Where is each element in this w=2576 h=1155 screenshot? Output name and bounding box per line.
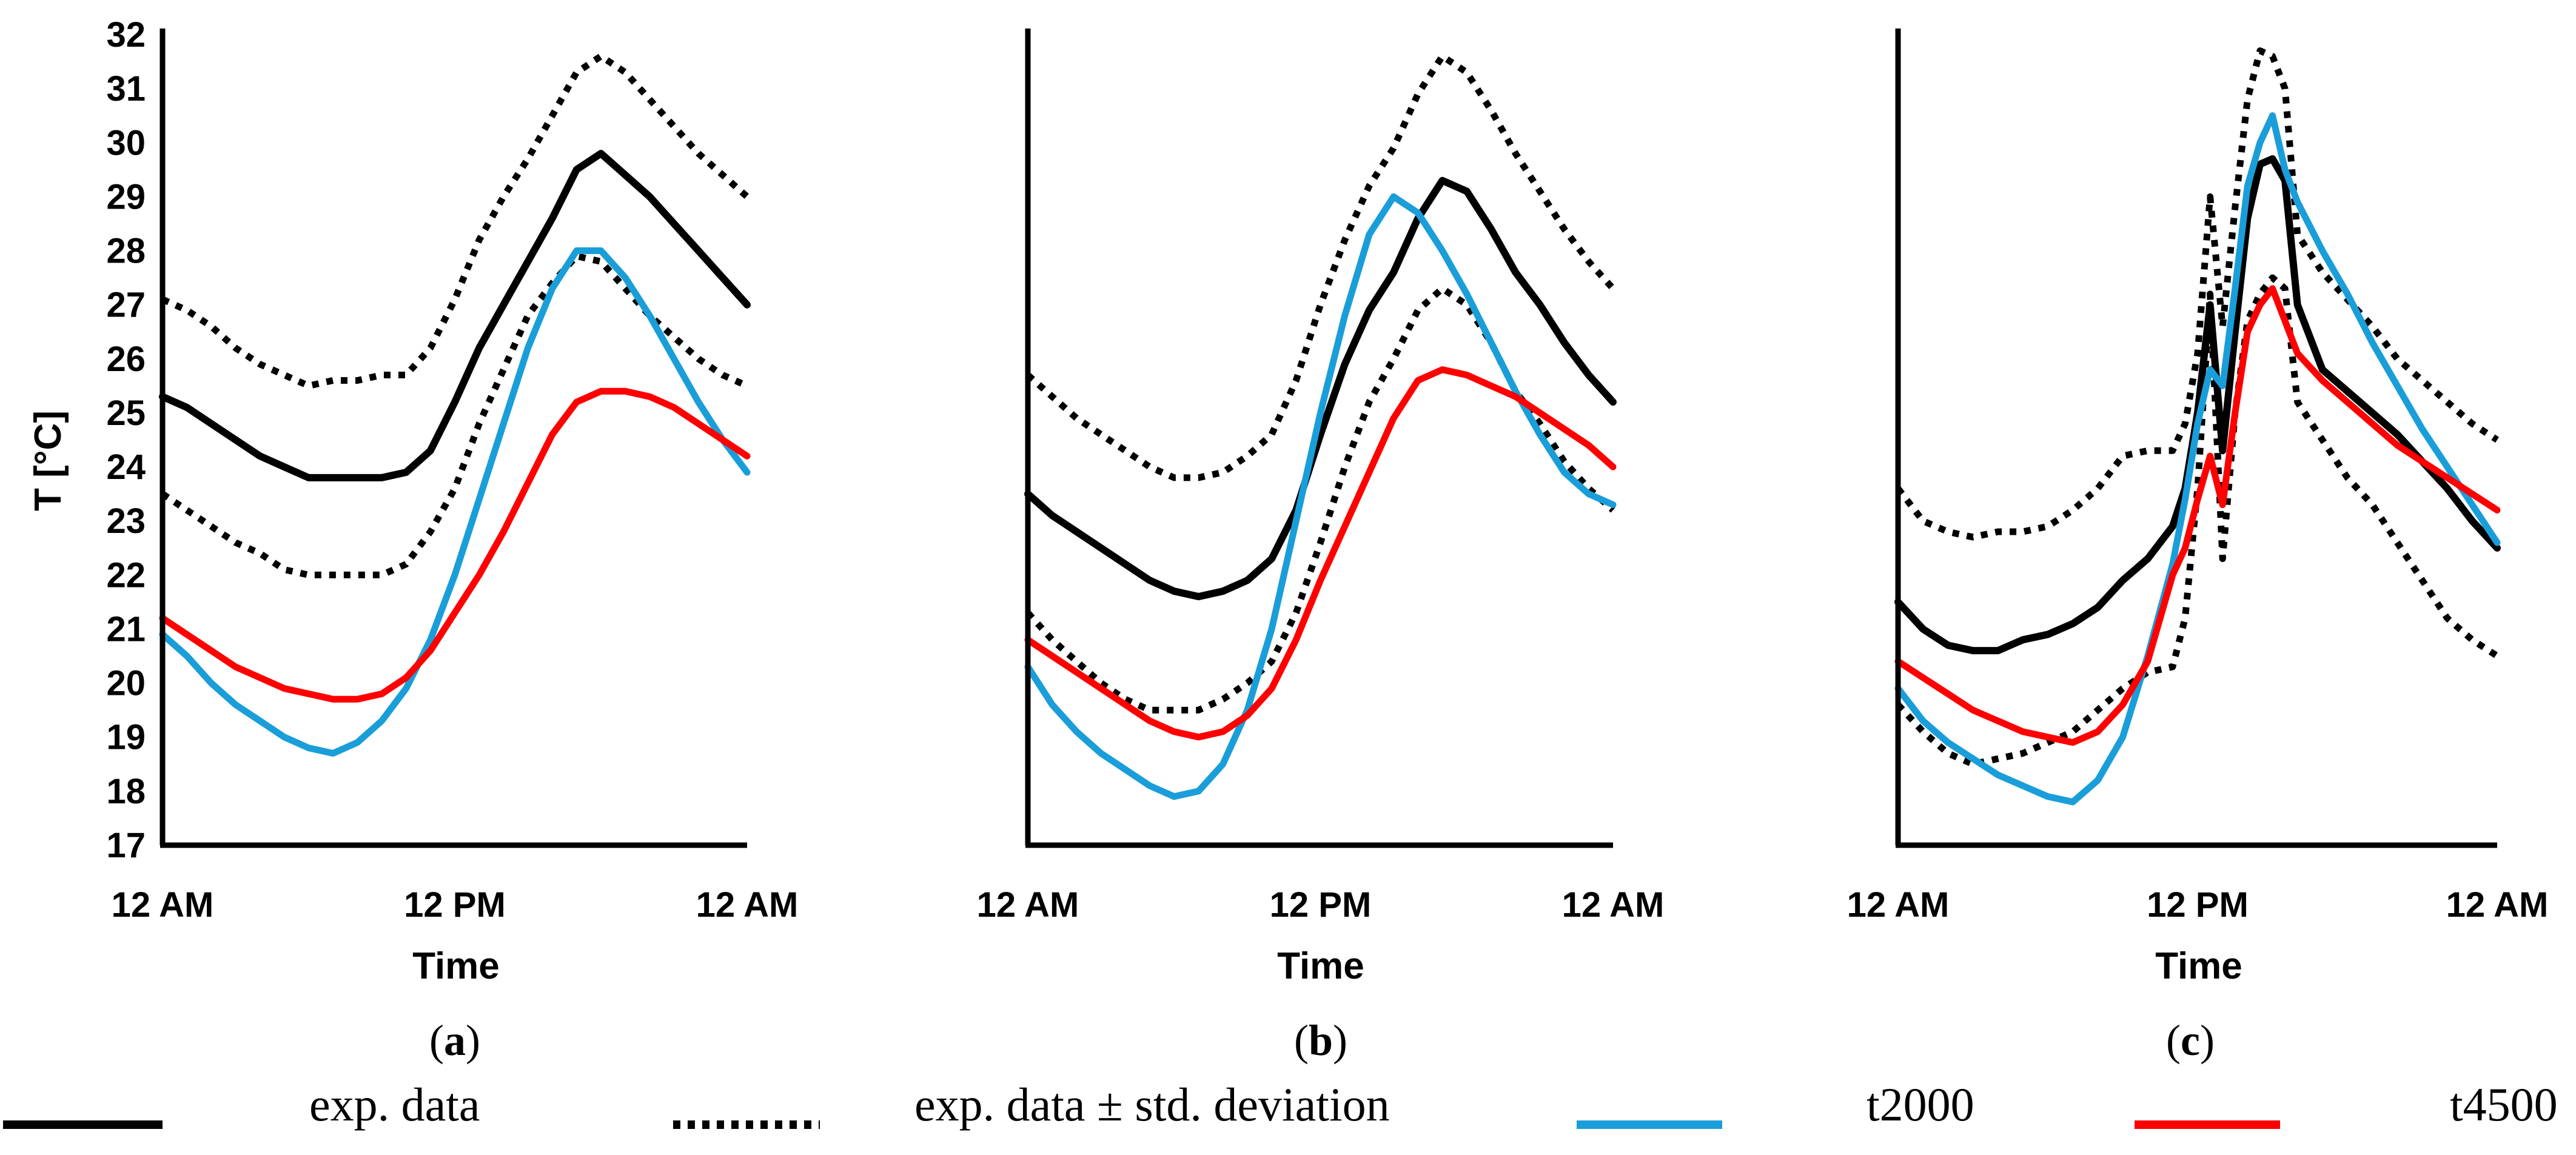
axes xyxy=(159,28,747,848)
panel-c: 12 AM 12 PM 12 AM Time (c) xyxy=(1847,28,2549,1065)
series-line-t4500 xyxy=(1024,366,1617,741)
y-tick-label: 24 xyxy=(106,447,146,487)
y-tick-label: 32 xyxy=(106,15,146,55)
x-tick-label: 12 AM xyxy=(1847,885,1950,925)
panel-b: 12 AM 12 PM 12 AM Time (b) xyxy=(977,28,1665,1065)
axes xyxy=(1895,28,2497,848)
series-line-exp-data-std-deviation xyxy=(1025,285,1615,714)
y-tick-label: 30 xyxy=(106,123,146,162)
y-tick-label: 29 xyxy=(106,177,146,216)
series-line-t4500 xyxy=(159,387,751,703)
x-axis-title: Time xyxy=(412,945,500,987)
y-tick-label: 23 xyxy=(106,501,146,541)
series-line-t2000 xyxy=(159,247,751,757)
y-tick-label: 17 xyxy=(106,826,146,865)
plot-area xyxy=(1894,47,2501,806)
y-tick-label: 18 xyxy=(106,772,146,811)
y-axis-title: T [°C] xyxy=(27,410,69,511)
series-line-t2000 xyxy=(1894,112,2501,806)
plot-area xyxy=(1024,53,1617,800)
x-tick-label: 12 AM xyxy=(1562,885,1665,925)
y-tick-label: 26 xyxy=(106,340,146,379)
series-line-exp-data-std-deviation xyxy=(160,252,749,578)
series-line-exp-data xyxy=(1024,176,1617,600)
panel-label-c: (c) xyxy=(2166,1016,2215,1065)
y-tick-label: 22 xyxy=(106,555,146,595)
plot-area xyxy=(159,53,751,757)
axes xyxy=(1025,28,1613,848)
x-tick-label: 12 AM xyxy=(696,885,799,925)
series-line-exp-data xyxy=(159,150,751,481)
series-line-exp-data-std-deviation xyxy=(1895,274,2499,768)
x-tick-label: 12 PM xyxy=(2147,885,2249,925)
series-line-exp-data-std-deviation xyxy=(1025,53,1616,481)
y-tick-label: 27 xyxy=(106,286,146,325)
y-tick-label: 25 xyxy=(106,393,146,433)
y-tick-label: 28 xyxy=(106,232,146,271)
x-tick-labels: 12 AM 12 PM 12 AM xyxy=(1847,885,2549,925)
legend-label-t4500: t4500 xyxy=(2450,1078,2558,1131)
x-tick-labels: 12 AM 12 PM 12 AM xyxy=(977,885,1665,925)
x-tick-label: 12 PM xyxy=(1270,885,1372,925)
y-tick-label: 21 xyxy=(106,609,146,649)
y-tick-label: 19 xyxy=(106,718,146,757)
x-axis-title: Time xyxy=(1277,945,1364,987)
y-tick-label: 31 xyxy=(106,69,146,109)
legend-label-std-deviation: exp. data ± std. deviation xyxy=(914,1078,1390,1131)
series-line-t4500 xyxy=(1894,285,2501,746)
series-line-exp-data-std-deviation xyxy=(161,53,750,389)
legend-label-exp-data: exp. data xyxy=(309,1078,480,1131)
x-tick-label: 12 PM xyxy=(404,885,506,925)
y-tick-labels: 17 18 19 20 21 22 23 24 25 26 27 28 29 30 31 32 xyxy=(106,15,146,865)
series-line-exp-data-std-deviation xyxy=(1895,47,2499,541)
x-axis-title: Time xyxy=(2155,945,2242,987)
x-tick-labels: 12 AM 12 PM 12 AM xyxy=(112,885,799,925)
series-line-t2000 xyxy=(1024,193,1617,800)
x-tick-label: 12 AM xyxy=(977,885,1079,925)
legend-label-t2000: t2000 xyxy=(1867,1078,1974,1131)
y-tick-label: 20 xyxy=(106,664,146,703)
legend: exp. data exp. data ± std. deviation t20… xyxy=(3,1078,2558,1131)
x-tick-label: 12 AM xyxy=(2446,885,2549,925)
x-tick-label: 12 AM xyxy=(112,885,214,925)
panel-label-a: (a) xyxy=(429,1016,480,1065)
panel-label-b: (b) xyxy=(1294,1016,1347,1065)
